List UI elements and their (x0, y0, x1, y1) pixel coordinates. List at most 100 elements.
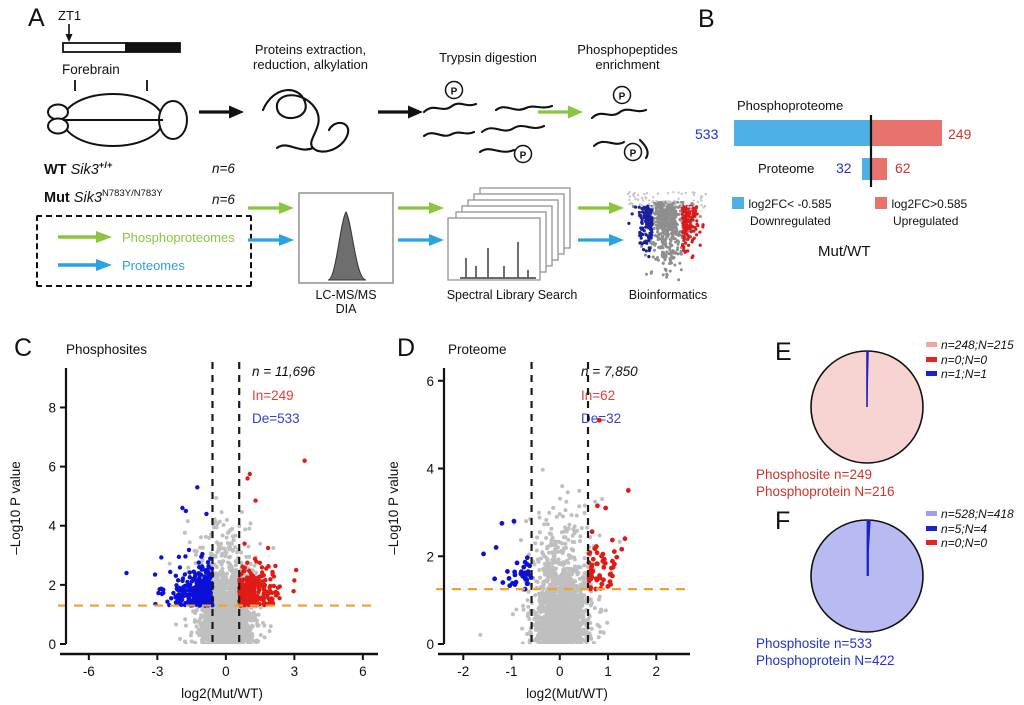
phosphopeptides-icon: P P (590, 85, 649, 162)
workflow-arrows-to-spectral (398, 202, 444, 246)
legend-upregulated: log2FC>0.585 Upregulated (875, 195, 967, 228)
mini-volcano-icon (626, 190, 707, 282)
bar-phospho-down (734, 120, 871, 146)
genotype-tag-mut: Mut (44, 189, 70, 206)
panel-f-legend-swatch-2 (926, 540, 937, 545)
panel-f-legend-swatch-0 (926, 511, 937, 516)
panel-f-legend-swatch-1 (926, 525, 937, 531)
black-arrow-icon-2 (378, 105, 423, 119)
value-phospho-down: 533 (695, 126, 719, 142)
y-tick-label: 6 (48, 460, 56, 475)
x-tick-label: 0 (222, 664, 230, 679)
step-caption-phosphopeptide-enrichment: Phosphopeptides enrichment (577, 42, 678, 72)
diverging-bar-chart (734, 115, 942, 187)
panel-b-letter: B (698, 5, 715, 33)
y-tick-label: 4 (426, 462, 434, 477)
y-tick-label: 6 (426, 374, 434, 389)
panel-d-stat-de: De=32 (581, 411, 622, 426)
panel-f-caption-line1: Phosphosite n=533 (756, 636, 872, 651)
x-axis-title: log2(Mut/WT) (526, 686, 608, 701)
panel-f-legend: n=528;N=418 n=5;N=4 n=0;N=0 (926, 507, 1014, 551)
svg-text:P: P (630, 149, 637, 160)
genotype-gene-wt: Sik3 (70, 161, 99, 178)
panel-f-legend-item-0: n=528;N=418 (926, 507, 1014, 522)
panel-d-letter: D (397, 334, 416, 362)
panel-f-legend-text-0: n=528;N=418 (941, 507, 1014, 521)
panel-d-volcano-proteome: D Proteome n = 7,850 In=62 De=32 0 2 4 6 -2 -… (378, 332, 690, 705)
lcms-chromatogram-icon (298, 192, 394, 284)
volcano-plot-c-canvas: 0 2 4 6 8 -6 -3 0 3 6 log2(Mut/WT) –Log10 P value (8, 362, 378, 701)
y-tick-label: 0 (48, 637, 56, 652)
panel-f-caption-line2: Phosphoprotein N=422 (756, 653, 895, 668)
x-axis-title: log2(Mut/WT) (181, 686, 263, 701)
genotype-tag-wt: WT (44, 161, 67, 178)
panel-e-legend-swatch-0 (926, 342, 937, 347)
zt1-label: ZT1 (58, 8, 82, 23)
panel-e-legend-item-0: n=248;N=215 (926, 338, 1014, 353)
workflow-arrows-to-lcms (248, 202, 294, 246)
panel-e-legend-item-1: n=0;N=0 (926, 353, 1014, 368)
panel-f-legend-item-2: n=0;N=0 (926, 536, 1014, 551)
panel-c-title: Phosphosites (66, 342, 148, 357)
pie-chart-e (810, 350, 924, 464)
panel-b-regulation-bars: B Phosphoproteome 533 249 Proteome 32 62… (690, 0, 1024, 330)
panel-d-stat-n: n = 7,850 (581, 364, 638, 379)
panel-e-legend: n=248;N=215 n=0;N=0 n=1;N=1 (926, 338, 1014, 382)
svg-text:P: P (451, 87, 458, 98)
bar-label-phosphoproteome: Phosphoproteome (737, 98, 844, 113)
panel-c-volcano-phosphosites: C Phosphosites n = 11,696 In=249 De=533 … (0, 332, 378, 705)
zt-arrow-and-daynight-bar (62, 24, 181, 53)
x-tick-label: 1 (604, 664, 612, 679)
y-tick-label: 2 (426, 549, 434, 564)
panel-a-letter: A (28, 4, 45, 32)
panel-f-pie-downregulated: F n=528;N=418 n=5;N=4 n=0;N=0 Phosphosit… (690, 505, 1024, 685)
panel-e-legend-text-1: n=0;N=0 (941, 352, 988, 367)
y-tick-label: 0 (426, 637, 434, 652)
legend-phosphoproteomes-label: Phosphoproteomes (122, 230, 235, 245)
panel-e-legend-swatch-1 (926, 356, 937, 362)
panel-a-workflow: A ZT1 Forebrain WT Sik3+/+ n=6 Mut Sik3N… (0, 0, 707, 330)
bar-label-proteome: Proteome (758, 161, 815, 176)
panel-f-legend-text-1: n=5;N=4 (941, 521, 988, 536)
bar-phospho-up (871, 120, 942, 146)
step-caption-trypsin-digestion: Trypsin digestion (439, 50, 537, 65)
workflow-arrows-to-bioinformatics (578, 202, 624, 246)
caption-spectral-library: Spectral Library Search (446, 288, 578, 302)
panel-d-stat-in: In=62 (581, 388, 616, 403)
green-arrow-icon (58, 231, 112, 243)
volcano-plot-d-canvas: 0 2 4 6 -2 -1 0 1 2 log2(Mut/WT) –Log10 P value (386, 362, 690, 701)
legend-swatch-up (875, 197, 887, 209)
x-tick-label: -6 (83, 664, 95, 679)
panel-e-caption-line1: Phosphosite n=249 (756, 467, 872, 482)
panel-e-legend-item-2: n=1;N=1 (926, 367, 1014, 382)
legend-swatch-down (732, 197, 744, 209)
panel-e-legend-swatch-2 (926, 371, 937, 376)
caption-bioinformatics: Bioinformatics (628, 288, 708, 302)
y-tick-label: 8 (48, 400, 56, 415)
step-caption-protein-extraction: Proteins extraction, reduction, alkylati… (253, 42, 368, 72)
panel-d-title: Proteome (448, 342, 507, 357)
panel-c-letter: C (14, 334, 33, 362)
x-tick-label: -1 (506, 664, 518, 679)
value-proteome-up: 62 (895, 160, 911, 176)
black-arrow-icon-1 (199, 105, 244, 119)
y-tick-label: 4 (48, 519, 56, 534)
genotype-allele-mut: N783Y/N783Y (102, 188, 163, 199)
genotype-gene-mut: Sik3 (73, 189, 103, 206)
panel-f-legend-text-2: n=0;N=0 (941, 536, 988, 550)
legend-up-line1: log2FC>0.585 (891, 197, 968, 211)
x-tick-label: -2 (457, 664, 469, 679)
legend-down-line1: log2FC< -0.585 (748, 197, 832, 211)
x-tick-label: 3 (291, 664, 299, 679)
protein-squiggle-icon (261, 88, 350, 153)
peptides-with-phospho-icon: P P (422, 80, 554, 164)
panel-f-letter: F (775, 507, 791, 535)
legend-down-line2: Downregulated (750, 214, 831, 228)
legend-downregulated: log2FC< -0.585 Downregulated (732, 195, 832, 228)
value-phospho-up: 249 (948, 126, 972, 142)
x-tick-label: 0 (556, 664, 564, 679)
genotype-n-wt: n=6 (212, 161, 235, 176)
caption-lcms: LC-MS/MS DIA (315, 288, 377, 316)
legend-proteomes-label: Proteomes (122, 258, 185, 273)
panel-c-stat-de: De=533 (252, 411, 300, 426)
